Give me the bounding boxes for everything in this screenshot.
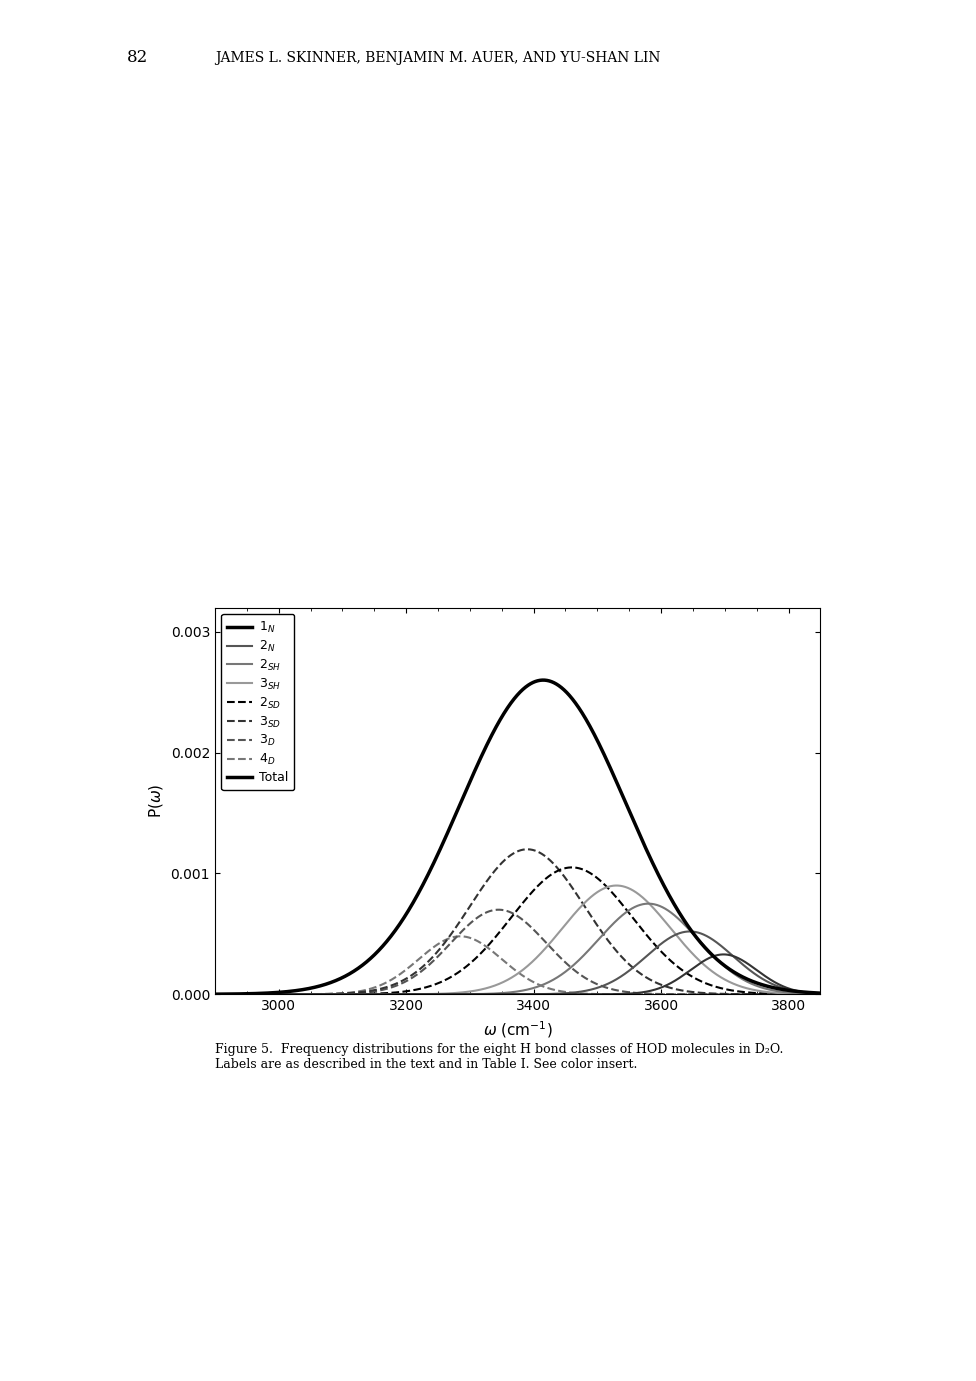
X-axis label: $\omega$ (cm$^{-1}$): $\omega$ (cm$^{-1}$) (482, 1019, 552, 1040)
Text: 82: 82 (127, 50, 148, 66)
Text: Figure 5.  Frequency distributions for the eight H bond classes of HOD molecules: Figure 5. Frequency distributions for th… (215, 1043, 783, 1070)
Y-axis label: P($\omega$): P($\omega$) (146, 784, 165, 818)
Legend: $1_N$, $2_N$, $2_{SH}$, $3_{SH}$, $2_{SD}$, $3_{SD}$, $3_D$, $4_D$, Total: $1_N$, $2_N$, $2_{SH}$, $3_{SH}$, $2_{SD… (221, 615, 294, 790)
Text: JAMES L. SKINNER, BENJAMIN M. AUER, AND YU-SHAN LIN: JAMES L. SKINNER, BENJAMIN M. AUER, AND … (215, 51, 660, 65)
